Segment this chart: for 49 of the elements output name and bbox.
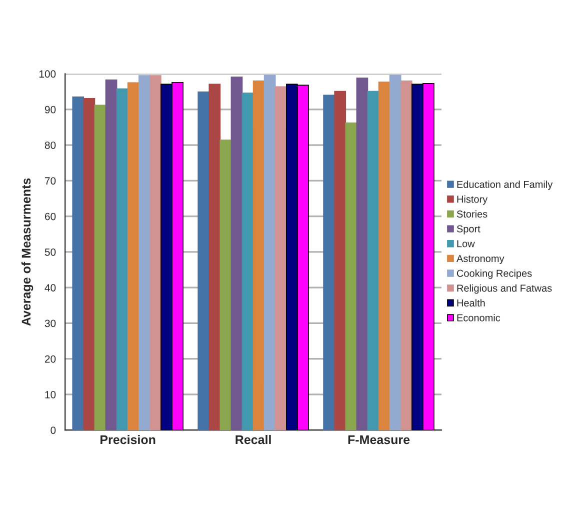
bar: [138, 75, 150, 430]
bar: [208, 84, 221, 430]
legend-label: Astronomy: [456, 255, 504, 264]
bar: [116, 88, 128, 430]
legend-label: Religious and Fatwas: [457, 284, 552, 294]
bar: [94, 104, 106, 430]
y-tick-label: 80: [44, 142, 56, 149]
y-axis-title: Average of Measurments: [21, 178, 34, 326]
bar: [149, 75, 162, 430]
bar: [83, 98, 96, 430]
y-tick-label: 50: [44, 248, 56, 256]
y-tick-label: 100: [39, 70, 56, 78]
bar: [274, 86, 287, 430]
legend-label: Sport: [456, 225, 480, 234]
legend-label: Economic: [457, 314, 500, 322]
y-tick-label: 90: [44, 106, 56, 114]
bar: [72, 96, 84, 430]
x-tick-label: F-Measure: [348, 435, 410, 444]
bar: [127, 82, 140, 430]
bar: [323, 94, 336, 430]
bar: [334, 90, 346, 430]
bar: [105, 79, 118, 430]
y-tick-label: 60: [45, 212, 56, 220]
bar: [242, 92, 254, 430]
legend-label: Low: [457, 240, 475, 248]
bar: [230, 76, 243, 430]
bar: [367, 90, 380, 430]
legend-label: Cooking Recipes: [456, 270, 532, 279]
bar: [378, 82, 390, 430]
bar: [400, 80, 412, 430]
bar: [252, 80, 265, 430]
x-tick-label: Precision: [100, 434, 156, 444]
legend-label: Education and Family: [457, 180, 553, 190]
bar: [264, 74, 276, 430]
y-tick-label: 20: [45, 355, 56, 363]
bar: [389, 74, 402, 430]
legend-label: History: [457, 195, 488, 205]
y-tick-label: 70: [45, 177, 56, 185]
bar: [345, 122, 358, 430]
y-tick-label: 10: [45, 390, 56, 398]
y-tick-label: 30: [44, 320, 56, 328]
legend-label: Stories: [456, 210, 488, 218]
bar: [198, 92, 210, 430]
legend-label: Health: [457, 299, 485, 307]
y-tick-label: 40: [44, 284, 56, 292]
x-tick-label: Recall: [236, 434, 271, 444]
bar: [220, 140, 232, 430]
bar: [356, 78, 368, 430]
y-tick-label: 0: [50, 426, 56, 434]
